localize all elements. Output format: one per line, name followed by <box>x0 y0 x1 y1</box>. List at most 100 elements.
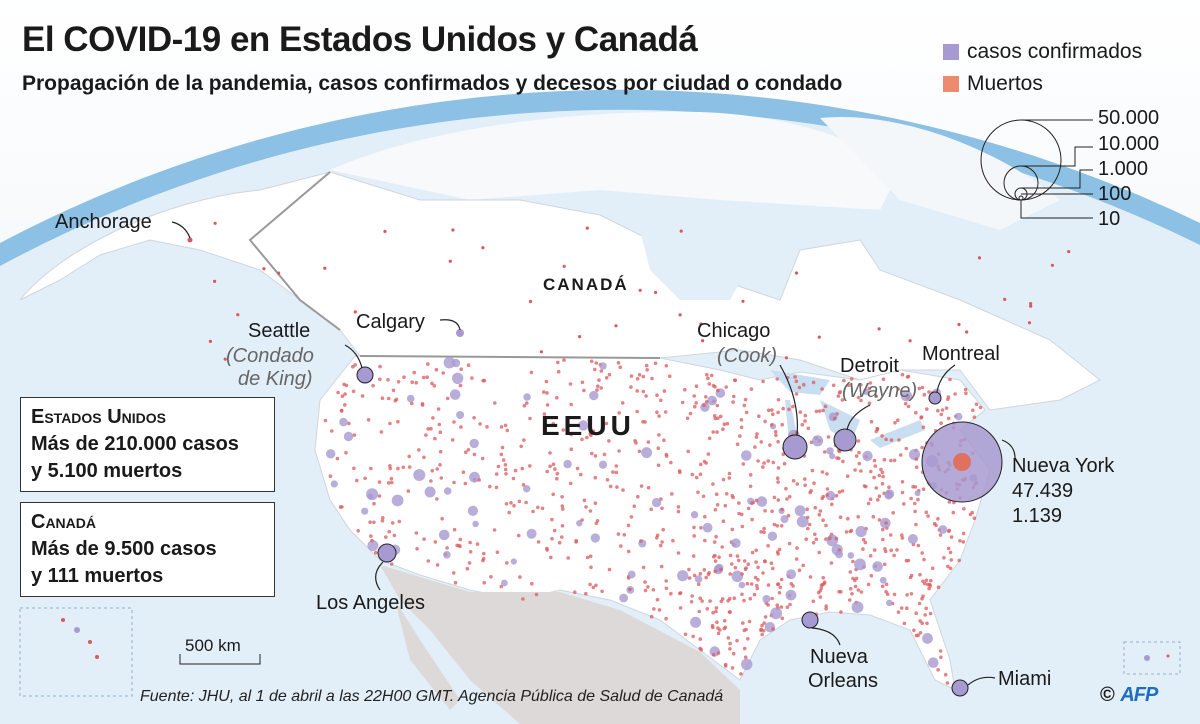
county-dot <box>834 493 839 498</box>
county-dot <box>494 472 499 476</box>
county-dot <box>853 584 858 589</box>
county-dot <box>436 407 441 411</box>
county-dot <box>639 484 644 488</box>
county-dot <box>686 449 690 454</box>
county-dot <box>720 545 724 549</box>
county-dot <box>807 522 812 527</box>
county-dot <box>856 588 861 592</box>
county-dot <box>465 566 470 571</box>
county-dot <box>817 550 821 555</box>
bubble-seattle[interactable] <box>356 366 374 384</box>
county-dot <box>824 523 828 528</box>
county-dot <box>379 430 384 434</box>
county-dot <box>787 541 792 546</box>
size-legend-circles <box>980 119 1093 219</box>
county-dot <box>885 489 895 499</box>
county-dot <box>343 403 347 407</box>
county-dot <box>657 608 662 612</box>
county-dot <box>541 390 546 394</box>
bubble-new-orleans[interactable] <box>801 611 819 629</box>
county-dot <box>770 509 774 514</box>
county-dot <box>704 575 708 580</box>
county-dot <box>788 602 792 607</box>
county-dot <box>443 356 456 369</box>
bubble-detroit[interactable] <box>833 428 857 452</box>
county-dot <box>649 614 654 619</box>
county-dot <box>831 383 836 388</box>
county-dot <box>862 388 870 395</box>
county-dot <box>853 468 857 472</box>
bubble-anchorage[interactable] <box>187 237 193 243</box>
bubble-calgary[interactable] <box>456 329 464 337</box>
canada-dot <box>678 313 682 317</box>
county-dot <box>892 592 897 597</box>
county-dot <box>713 385 717 389</box>
county-dot <box>925 621 929 626</box>
county-dot <box>849 377 854 381</box>
county-dot <box>406 394 415 403</box>
county-dot <box>595 519 600 523</box>
county-dot <box>373 550 378 555</box>
county-dot <box>600 589 604 594</box>
county-dot <box>837 456 841 461</box>
summary-usa: Estados Unidos Más de 210.000 casos y 5.… <box>20 397 275 492</box>
county-dot <box>883 547 887 551</box>
county-dot <box>635 389 639 393</box>
county-dot <box>584 591 588 596</box>
county-dot <box>604 421 609 426</box>
county-dot <box>660 506 664 511</box>
county-dot <box>339 408 344 413</box>
county-dot <box>560 535 564 539</box>
mexico-land <box>380 565 740 724</box>
bubble-miami[interactable] <box>951 679 969 697</box>
county-dot <box>908 449 921 461</box>
county-dot <box>607 567 612 572</box>
county-dot <box>949 558 954 562</box>
county-dot <box>791 584 795 588</box>
county-dot <box>445 546 449 550</box>
county-dot <box>561 428 566 432</box>
county-dot <box>599 369 604 373</box>
county-dot <box>800 422 805 427</box>
county-dot <box>872 561 883 572</box>
county-dot <box>918 572 922 577</box>
county-dot <box>775 377 779 381</box>
county-dot <box>759 530 763 534</box>
bubble-chicago[interactable] <box>782 434 808 460</box>
canada-dot <box>223 357 227 361</box>
county-dot <box>936 585 941 589</box>
county-dot <box>424 486 436 498</box>
county-dot <box>549 555 553 560</box>
county-dot <box>779 605 784 609</box>
county-dot <box>757 414 761 419</box>
county-dot <box>644 394 648 398</box>
county-dot <box>728 647 732 651</box>
county-dot <box>620 401 625 405</box>
canada-dot <box>1050 263 1054 267</box>
county-dot <box>524 500 528 505</box>
county-dot <box>614 464 619 468</box>
county-dot <box>656 463 661 468</box>
county-dot <box>340 394 345 399</box>
county-dot <box>795 546 799 550</box>
county-dot <box>413 469 426 481</box>
county-dot <box>806 526 810 531</box>
county-dot <box>646 485 651 490</box>
county-dot <box>825 490 836 501</box>
bubble-los-angeles[interactable] <box>377 543 397 563</box>
county-dot <box>876 498 880 502</box>
county-dot <box>740 592 744 597</box>
county-dot <box>795 482 800 486</box>
county-dot <box>396 419 400 424</box>
county-dot <box>922 557 926 562</box>
county-dot <box>868 554 873 558</box>
bubble-montreal[interactable] <box>928 391 942 405</box>
county-dot <box>916 543 921 548</box>
county-dot <box>660 540 664 544</box>
county-dot <box>821 576 825 580</box>
county-dot <box>646 440 651 444</box>
county-dot <box>607 439 611 443</box>
county-dot <box>705 607 710 611</box>
county-dot <box>676 505 681 509</box>
county-dot <box>466 448 471 452</box>
